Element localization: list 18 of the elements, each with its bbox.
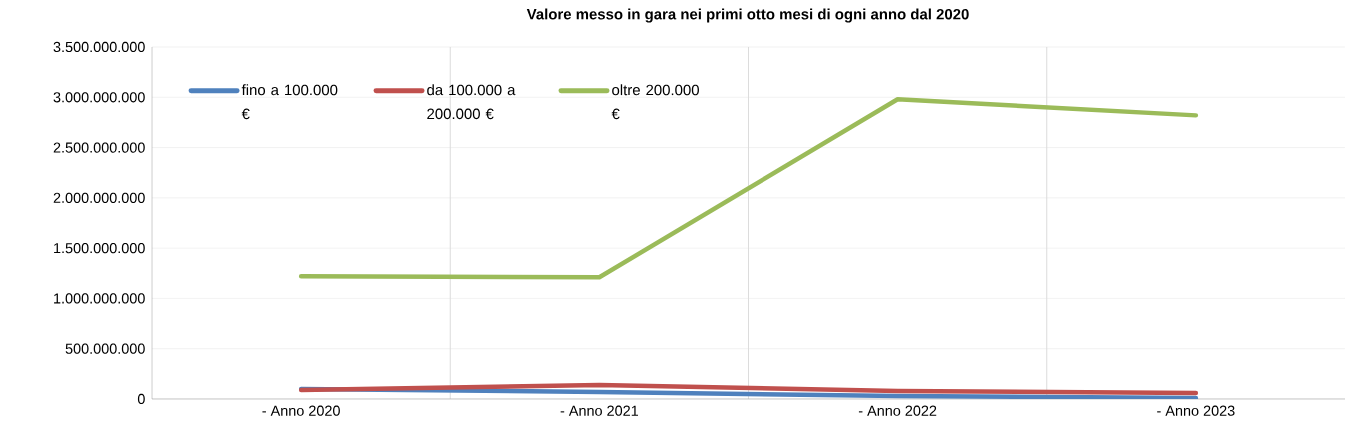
- line-series: [298, 382, 1199, 396]
- y-tick-label: 3.000.000.000: [53, 92, 145, 103]
- legend-label: da 100.000 a 200.000 €: [427, 84, 516, 120]
- legend-label: oltre 200.000 €: [611, 84, 699, 120]
- line-series: [298, 97, 1199, 280]
- chart-title: Valore messo in gara nei primi otto mesi di ogni anno dal 2020: [526, 8, 969, 23]
- y-tick-label: 2.000.000.000: [53, 192, 145, 203]
- x-tick-label: - Anno 2020: [262, 405, 340, 416]
- y-tick-label: 0: [137, 393, 145, 405]
- y-tick-label: 1.500.000.000: [54, 243, 145, 254]
- x-tick-label: - Anno 2023: [1157, 405, 1235, 416]
- x-tick-label: - Anno 2022: [858, 405, 937, 416]
- y-tick-label: 500.000.000: [65, 343, 145, 354]
- x-tick-label: - Anno 2021: [560, 405, 639, 416]
- y-tick-label: 1.000.000.000: [54, 293, 145, 304]
- y-tick-label: 2.500.000.000: [53, 142, 145, 153]
- legend-label: fino a 100.000 €: [241, 84, 338, 120]
- y-tick-label: 3.500.000.000: [53, 41, 145, 53]
